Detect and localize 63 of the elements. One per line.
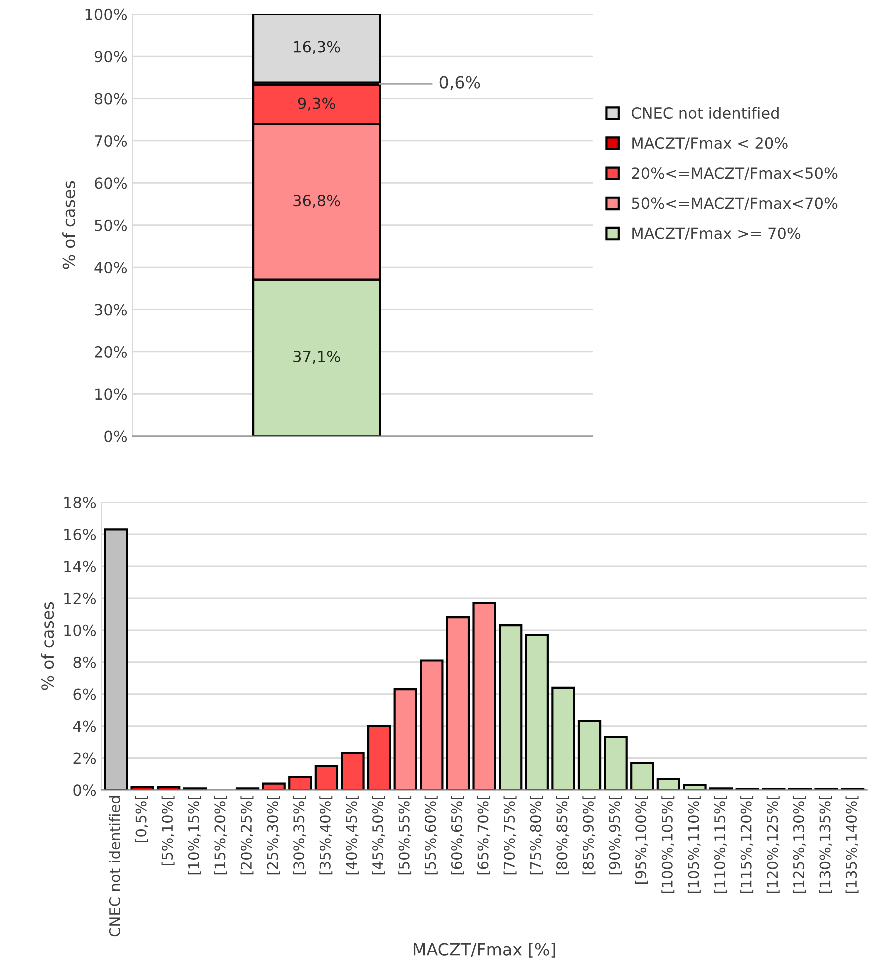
x-tick-label: [135%,140%[: [846, 796, 859, 894]
x-tick-label: [20%,25%[: [240, 796, 254, 875]
y-tick-label: 0%: [74, 784, 96, 796]
y-tick-label: 4%: [73, 720, 96, 732]
x-tick-label: [95%,100%[: [635, 796, 648, 884]
x-tick-label: [130%,135%[: [819, 796, 832, 894]
y-tick-label: 100%: [86, 8, 128, 20]
data-label: 37,1%: [294, 350, 340, 364]
x-tick-label: CNEC not identified: [109, 796, 120, 937]
y-tick-label: 14%: [64, 560, 96, 572]
y-tick-label: 6%: [74, 688, 96, 700]
x-tick-label: [120%,125%[: [766, 796, 780, 894]
legend-label: 50%<=MACZT/Fmax<70%: [632, 198, 838, 210]
x-tick-label: [105%,110%[: [688, 796, 701, 894]
legend-label: MACZT/Fmax >= 70%: [632, 228, 801, 240]
legend-label: CNEC not identified: [632, 107, 779, 120]
x-tick-label: [65%,70%[: [477, 796, 490, 875]
y-tick-label: 12%: [64, 592, 96, 604]
x-tick-label: [115%,120%[: [740, 796, 754, 894]
x-tick-label: [75%,80%[: [530, 796, 544, 875]
y-tick-label: 8%: [74, 656, 96, 668]
x-tick-label: [5%,10%[: [162, 796, 175, 866]
y-tick-label: 18%: [64, 496, 96, 509]
x-tick-label: [80%,85%[: [556, 796, 570, 875]
legend-label: MACZT/Fmax < 20%: [632, 138, 788, 150]
data-label: 9,3%: [298, 98, 336, 111]
y-tick-label: 80%: [94, 93, 128, 105]
x-tick-label: [25%,30%[: [267, 796, 280, 875]
data-label: 16,3%: [294, 41, 340, 54]
x-tick-label: [125%,130%[: [793, 796, 806, 894]
x-tick-label: [35%,40%[: [320, 796, 333, 875]
x-tick-label: [50%,55%[: [398, 796, 412, 875]
x-tick-label: [70%,75%[: [504, 796, 517, 875]
x-tick-label: [10%,15%[: [188, 796, 202, 875]
x-tick-label: [40%,45%[: [346, 796, 359, 875]
x-tick-label: [55%,60%[: [424, 796, 438, 875]
y-tick-label: 20%: [95, 346, 128, 358]
y-tick-label: 2%: [74, 752, 96, 764]
y-tick-label: 70%: [95, 135, 128, 147]
y-axis-title: % of cases: [41, 602, 54, 690]
x-tick-label: [0,5%[: [135, 796, 148, 842]
x-tick-label: [30%,35%[: [293, 796, 306, 875]
data-label: 36,8%: [294, 195, 340, 208]
y-tick-label: 16%: [64, 528, 96, 541]
y-tick-label: 50%: [95, 220, 128, 232]
legend-label: 20%<=MACZT/Fmax<50%: [632, 168, 838, 180]
x-tick-label: [100%,105%[: [662, 796, 675, 894]
x-tick-label: [110%,115%[: [714, 796, 728, 894]
x-tick-label: [90%,95%[: [609, 796, 622, 875]
y-tick-label: 30%: [95, 304, 128, 316]
data-label: 0,6%: [440, 76, 480, 91]
y-tick-label: 40%: [94, 262, 128, 274]
x-tick-label: [15%,20%[: [214, 796, 228, 875]
y-tick-label: 10%: [96, 388, 128, 400]
x-tick-label: [60%,65%[: [451, 796, 464, 875]
y-axis-title: % of cases: [62, 181, 76, 270]
x-axis-title: MACZT/Fmax [%]: [414, 942, 556, 958]
y-tick-label: 90%: [94, 51, 128, 63]
x-tick-label: [45%,50%[: [372, 796, 386, 875]
y-tick-label: 60%: [95, 178, 128, 190]
y-tick-label: 10%: [64, 624, 96, 636]
y-tick-label: 0%: [104, 430, 128, 442]
x-tick-label: [85%,90%[: [582, 796, 596, 875]
